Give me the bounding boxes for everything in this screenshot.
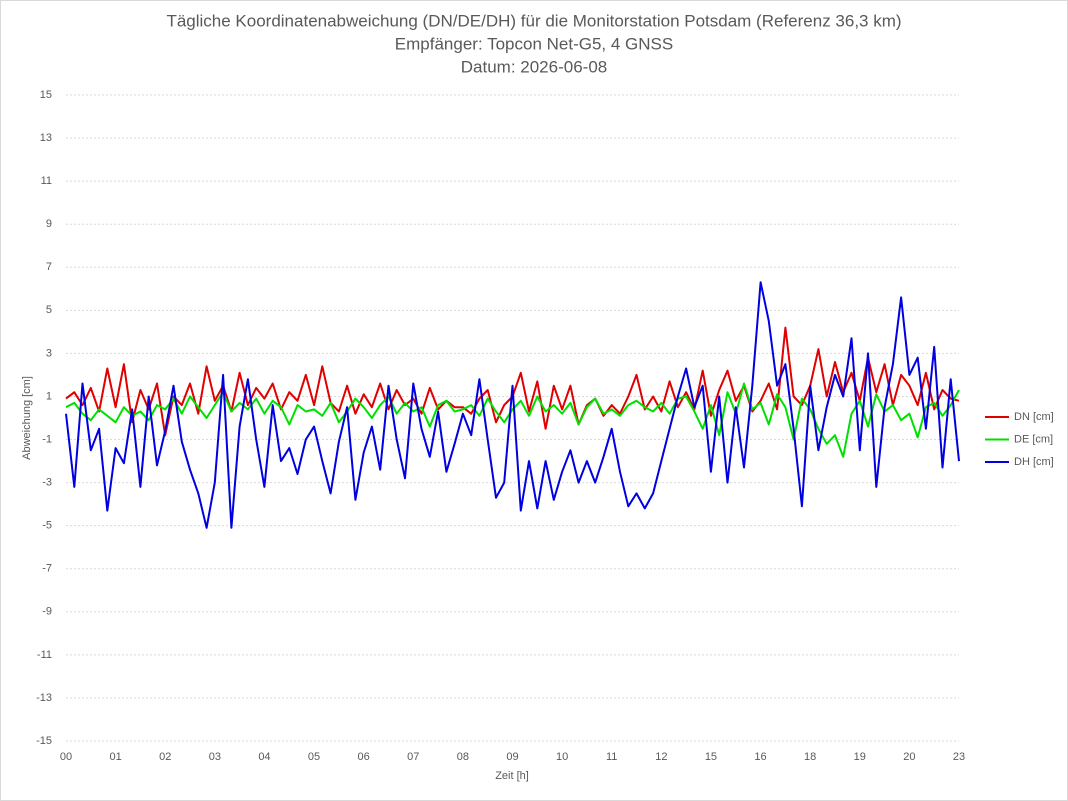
x-tick-label: 07 (407, 751, 419, 763)
y-tick-label: 11 (41, 175, 52, 187)
x-tick-label: 00 (60, 751, 72, 763)
x-tick-label: 16 (754, 751, 766, 763)
legend-label: DN [cm] (1014, 411, 1054, 423)
y-tick-label: -15 (36, 735, 52, 747)
x-tick-label: 20 (903, 751, 915, 763)
x-tick-label: 19 (854, 751, 866, 763)
legend-label: DH [cm] (1014, 456, 1054, 468)
y-tick-label: -13 (36, 692, 52, 704)
x-tick-label: 04 (258, 751, 270, 763)
x-axis-label: Zeit [h] (495, 770, 529, 782)
x-tick-label: 08 (457, 751, 469, 763)
x-tick-label: 23 (953, 751, 965, 763)
y-axis-label: Abweichung [cm] (21, 376, 33, 460)
y-tick-label: 7 (46, 261, 52, 273)
x-tick-label: 10 (556, 751, 568, 763)
y-tick-label: 3 (46, 347, 52, 359)
y-tick-label: 9 (46, 218, 52, 230)
x-tick-label: 11 (606, 751, 617, 763)
legend-label: DE [cm] (1014, 433, 1053, 445)
x-tick-label: 12 (655, 751, 667, 763)
x-tick-label: 09 (506, 751, 518, 763)
x-tick-label: 18 (804, 751, 816, 763)
y-tick-label: -11 (37, 649, 52, 661)
x-tick-label: 06 (358, 751, 370, 763)
y-tick-label: -5 (42, 520, 52, 532)
chart-subtitle: Empfänger: Topcon Net-G5, 4 GNSS (395, 34, 673, 53)
y-tick-label: -7 (42, 563, 52, 575)
x-tick-label: 15 (705, 751, 717, 763)
y-tick-label: 1 (46, 390, 52, 402)
series-line (65, 382, 960, 458)
y-tick-label: 13 (40, 132, 52, 144)
y-tick-label: -1 (42, 433, 52, 445)
y-tick-label: 5 (46, 304, 52, 316)
chart-date: Datum: 2026-06-08 (461, 57, 607, 76)
x-tick-label: 02 (159, 751, 171, 763)
x-tick-label: 03 (209, 751, 221, 763)
x-tick-label: 05 (308, 751, 320, 763)
y-tick-label: 15 (40, 89, 52, 101)
y-tick-label: -9 (42, 606, 52, 618)
x-tick-label: 01 (109, 751, 121, 763)
series-line (65, 281, 960, 529)
y-tick-label: -3 (42, 477, 52, 489)
chart-title: Tägliche Koordinatenabweichung (DN/DE/DH… (166, 11, 901, 30)
